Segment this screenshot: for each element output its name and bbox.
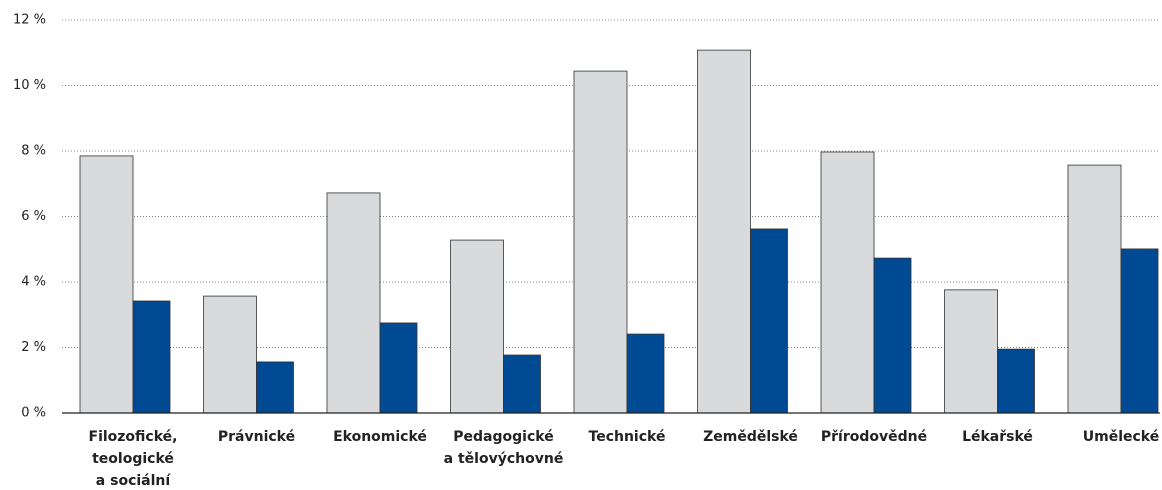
- x-tick-label: Ekonomické: [333, 429, 427, 445]
- bar: [450, 239, 504, 414]
- y-tick-label: 2 %: [21, 340, 46, 355]
- bar: [820, 151, 875, 414]
- x-tick-label: Lékařské: [962, 429, 1033, 445]
- bar: [79, 155, 134, 414]
- x-tick-label: Filozofické,: [89, 429, 178, 445]
- bar: [573, 70, 628, 414]
- bar: [750, 228, 788, 414]
- bar: [873, 257, 912, 414]
- x-tick-label: teologické: [92, 451, 174, 467]
- x-tick-label: Umělecké: [1083, 429, 1159, 445]
- bar: [379, 322, 418, 414]
- bar: [256, 361, 294, 414]
- bar: [1067, 164, 1122, 414]
- bar: [626, 333, 665, 414]
- bar: [503, 354, 541, 414]
- bar: [132, 300, 171, 414]
- x-tick-label: Technické: [589, 429, 666, 445]
- y-tick-label: 0 %: [21, 406, 46, 421]
- bar: [997, 348, 1035, 414]
- y-tick-label: 6 %: [21, 209, 46, 224]
- x-tick-label: Přírodovědné: [821, 429, 927, 445]
- bar: [1120, 248, 1159, 414]
- x-tick-label: a tělovýchovné: [444, 451, 564, 467]
- y-tick-label: 10 %: [13, 78, 46, 93]
- bar: [944, 289, 998, 414]
- x-tick-label: Zemědělské: [703, 429, 798, 445]
- x-tick-label: Pedagogické: [453, 429, 553, 445]
- y-tick-label: 8 %: [21, 144, 46, 159]
- y-tick-label: 12 %: [13, 13, 46, 28]
- x-tick-label: Právnické: [218, 429, 295, 445]
- bar: [326, 192, 381, 414]
- bar: [697, 49, 751, 414]
- y-tick-label: 4 %: [21, 275, 46, 290]
- bar: [203, 295, 257, 414]
- x-tick-label: a sociální: [96, 473, 172, 489]
